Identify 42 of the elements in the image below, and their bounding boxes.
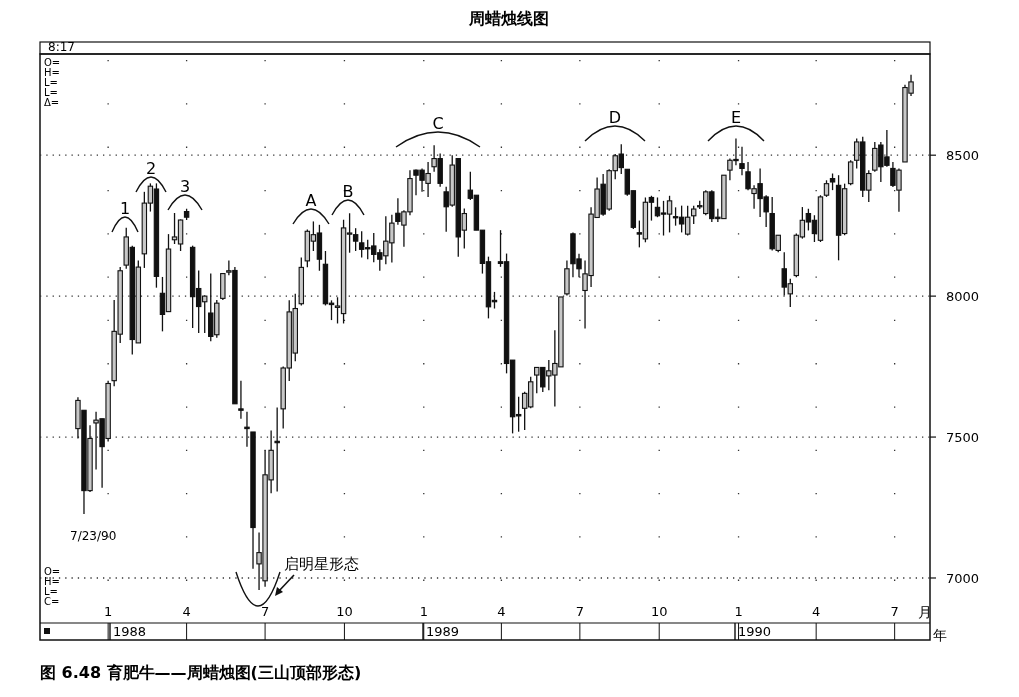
x-tick-label: 7: [260, 604, 270, 619]
annotation: 7/23/90: [70, 529, 117, 543]
x-tick-label: 7: [575, 604, 584, 619]
x-tick-label: 4: [182, 604, 191, 619]
x-tick-label: 10: [336, 604, 353, 619]
caption: 图 6.48 育肥牛——周蜡烛图(三山顶部形态): [40, 663, 362, 682]
annotation: L=: [44, 87, 58, 98]
y-tick-label: 7500: [946, 430, 980, 446]
x-tick-label: 10: [650, 604, 668, 619]
y-tick-label: 7000: [946, 570, 980, 586]
text: 年: [933, 627, 947, 643]
x-tick-label: 4: [497, 604, 506, 619]
annotation: 1988: [113, 624, 147, 639]
annotation: L=: [44, 586, 58, 597]
x-tick-label: 1: [103, 604, 113, 619]
y-tick-label: 8500: [946, 148, 980, 164]
annotation: O=: [44, 566, 61, 577]
annotation: Δ=: [44, 97, 60, 108]
annotation: D: [608, 108, 622, 127]
annotation: O=: [44, 57, 61, 68]
annotation: 1990: [738, 624, 772, 639]
y-tick-label: 8000: [946, 289, 980, 305]
x-tick-label: 4: [812, 604, 821, 619]
annotation: A: [305, 191, 317, 210]
annotation: C: [432, 114, 444, 133]
chart-title: 周蜡烛线图: [468, 9, 549, 28]
annotation: 2: [145, 159, 157, 178]
annotation: 启明星形态: [284, 555, 359, 573]
annotation: B: [342, 182, 354, 201]
x-tick-label: 1: [734, 604, 743, 619]
annotation: 月: [918, 604, 932, 620]
x-tick-label: 1: [419, 604, 428, 619]
annotation: L=: [44, 77, 58, 88]
annotation: H=: [44, 67, 60, 78]
annotation: 8:17: [48, 40, 75, 54]
x-tick-label: 7: [890, 604, 899, 619]
annotation: C=: [44, 596, 60, 607]
annotation: E: [730, 108, 742, 127]
annotation: 1989: [426, 624, 460, 639]
annotation: 1: [119, 199, 131, 218]
annotation: 3: [179, 177, 191, 196]
annotation: H=: [44, 576, 60, 587]
